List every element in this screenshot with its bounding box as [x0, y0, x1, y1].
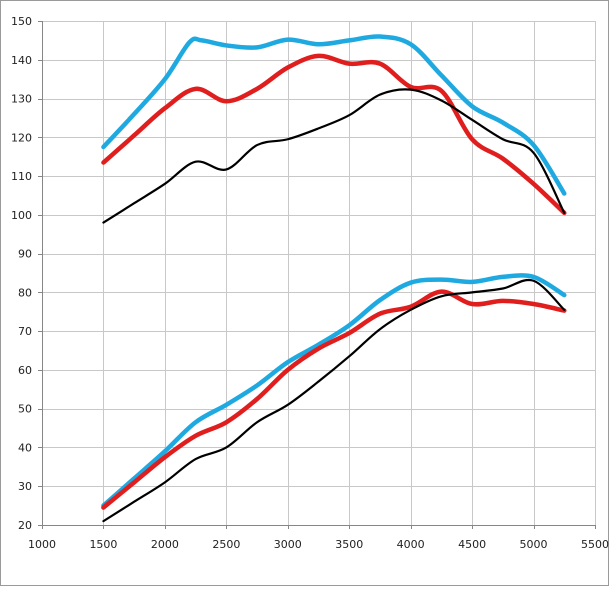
red-lower-curve: [101, 289, 567, 510]
blue-upper-curve: [101, 34, 567, 196]
x-tick-label: 5500: [581, 538, 609, 551]
x-tick-label: 5000: [520, 538, 548, 551]
x-tick-label: 3500: [335, 538, 363, 551]
x-tick-label: 1000: [28, 538, 56, 551]
y-tick-label: 50: [18, 403, 32, 416]
x-tick-label: 2500: [212, 538, 240, 551]
blue-lower-curve: [101, 273, 567, 508]
axis-layer: [38, 21, 596, 529]
y-tick-label: 100: [11, 209, 32, 222]
line-chart: 1000 1500 2000 2500 3000 3500 4000 4500 5000 5500…: [11, 15, 609, 551]
y-tick-label: 60: [18, 364, 32, 377]
y-tick-label: 110: [11, 170, 32, 183]
black-upper-curve: [102, 88, 566, 224]
series-layer: [101, 34, 567, 523]
y-tick-label: 40: [18, 441, 32, 454]
y-tick-label: 20: [18, 519, 32, 532]
x-tick-label: 4000: [397, 538, 425, 551]
x-tick-label: 1500: [89, 538, 117, 551]
y-tick-label: 140: [11, 54, 32, 67]
black-lower-curve: [102, 278, 566, 523]
grid-layer: [42, 21, 596, 525]
chart-frame: 1000 1500 2000 2500 3000 3500 4000 4500 5000 5500…: [0, 0, 609, 586]
x-tick-label: 4500: [458, 538, 486, 551]
y-tick-label: 120: [11, 131, 32, 144]
tick-label-layer: 1000 1500 2000 2500 3000 3500 4000 4500 5000 5500…: [11, 15, 609, 551]
y-tick-label: 30: [18, 480, 32, 493]
red-upper-curve: [101, 53, 567, 216]
x-tick-label: 3000: [274, 538, 302, 551]
y-tick-label: 150: [11, 15, 32, 28]
y-tick-label: 130: [11, 93, 32, 106]
y-tick-label: 90: [18, 248, 32, 261]
x-tick-label: 2000: [151, 538, 179, 551]
y-tick-label: 80: [18, 286, 32, 299]
y-tick-label: 70: [18, 325, 32, 338]
